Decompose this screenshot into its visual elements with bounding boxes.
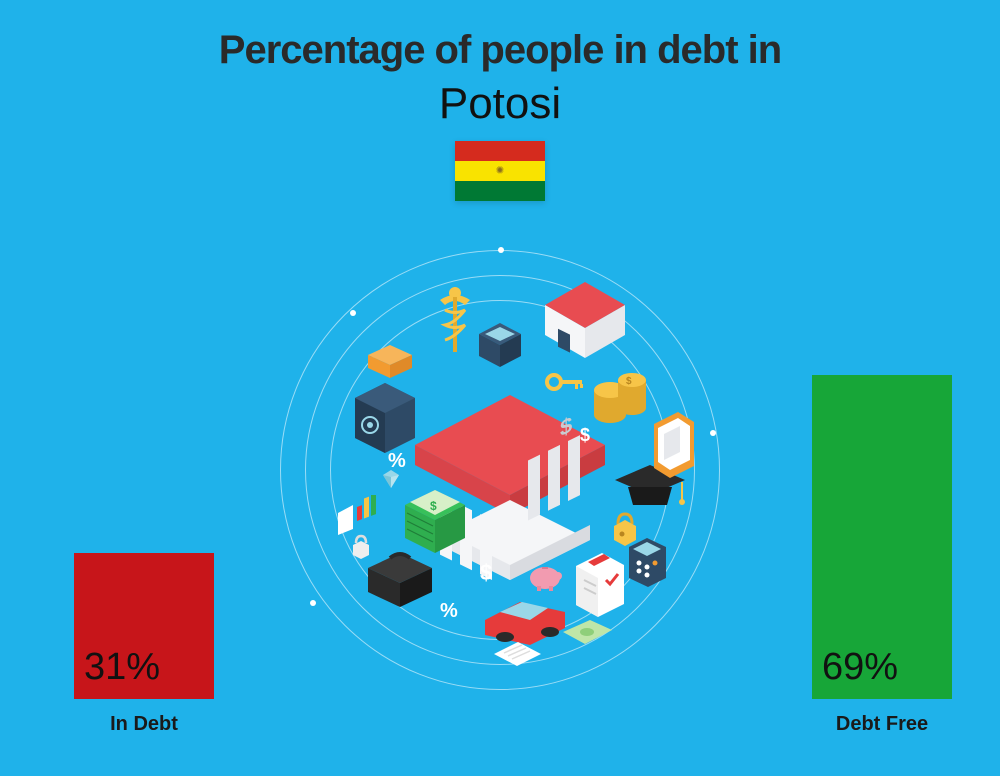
bar-label: In Debt: [74, 713, 214, 736]
flag-icon: ✺: [455, 141, 545, 201]
flag-stripe-bottom: [455, 181, 545, 201]
bar-in-debt: 31% In Debt: [74, 553, 214, 736]
page-title: Percentage of people in debt in: [0, 0, 1000, 73]
bar-rect: 69%: [812, 375, 952, 699]
flag-emblem-icon: ✺: [496, 166, 504, 177]
bar-rect: 31%: [74, 553, 214, 699]
bar-value: 31%: [84, 646, 160, 689]
bar-value: 69%: [822, 646, 898, 689]
page-subtitle: Potosi: [0, 79, 1000, 129]
bar-debt-free: 69% Debt Free: [812, 375, 952, 736]
flag-stripe-middle: ✺: [455, 161, 545, 181]
bar-label: Debt Free: [812, 713, 952, 736]
bar-chart: 31% In Debt 69% Debt Free: [0, 236, 1000, 736]
flag-stripe-top: [455, 141, 545, 161]
